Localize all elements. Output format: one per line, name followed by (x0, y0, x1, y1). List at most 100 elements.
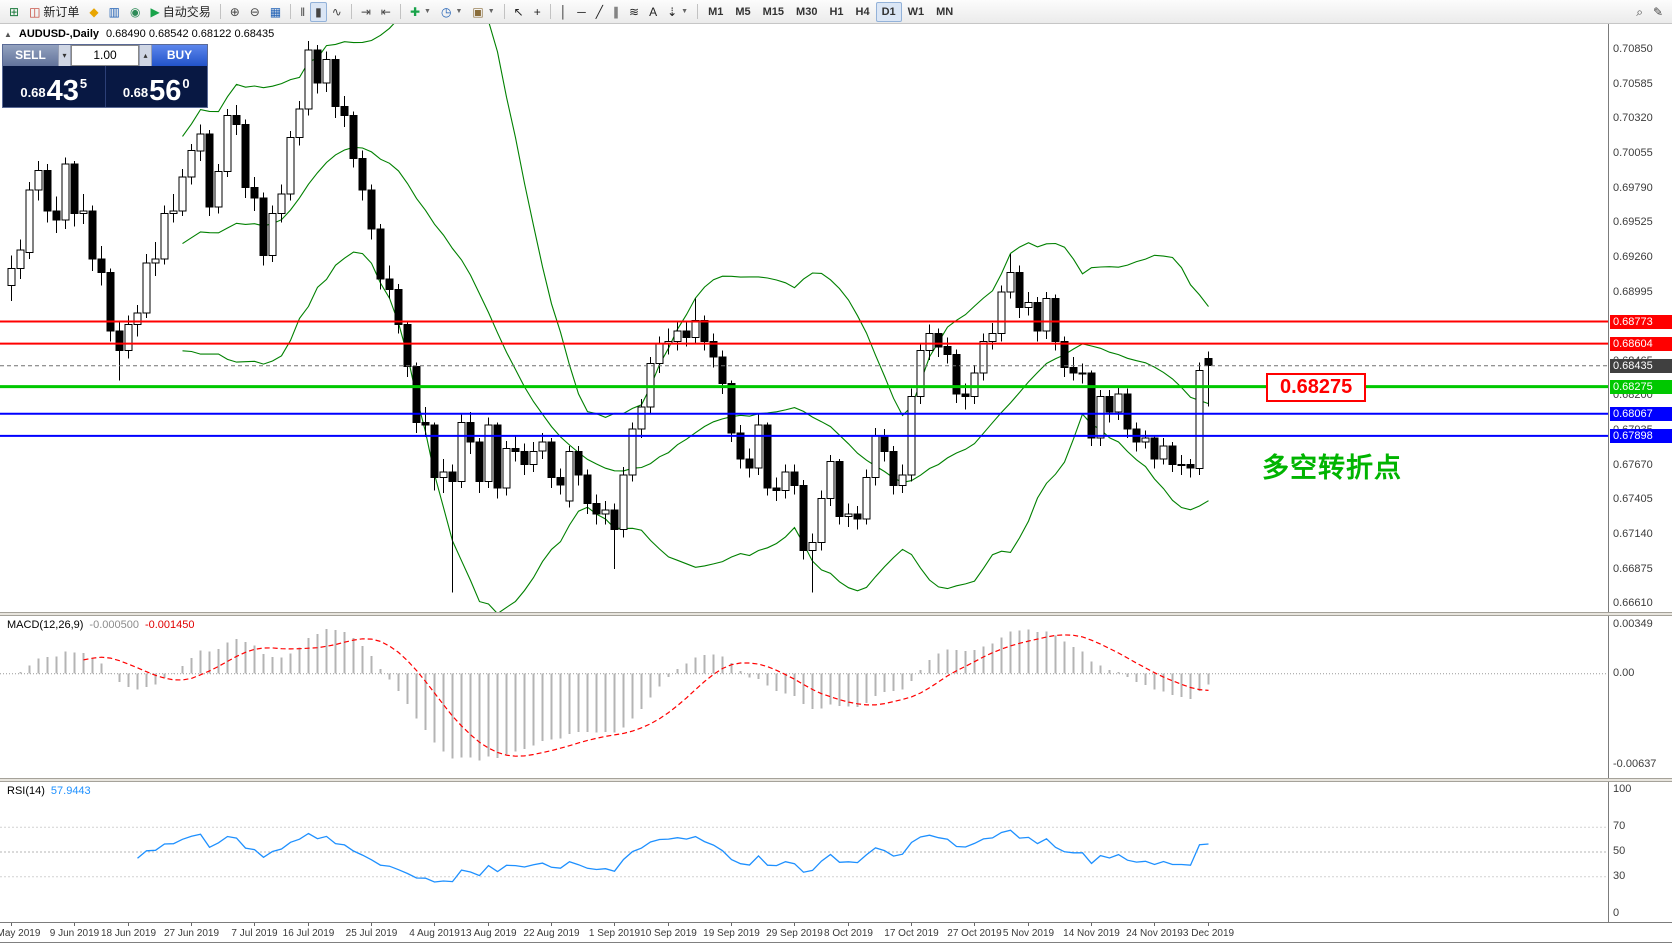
price-tick-label: 0.68995 (1613, 285, 1653, 298)
timeframe-m1-button[interactable]: M1 (708, 5, 724, 18)
price-badge-blue: 0.67898 (1610, 428, 1672, 443)
autotrading-button[interactable]: ▶ 自动交易 (145, 2, 215, 22)
macd-title: MACD(12,26,9) (7, 619, 84, 631)
quick-edit-button[interactable]: ✎ (1648, 2, 1668, 22)
periods-list-dropdown-arrow[interactable]: ▼ (455, 8, 463, 15)
buy-button[interactable]: BUY (152, 45, 207, 66)
chart-ohlc-values: 0.68490 0.68542 0.68122 0.68435 (106, 28, 275, 40)
fibonacci-button[interactable]: ≋ (624, 2, 644, 22)
timeframe-m5-button[interactable]: M5 (735, 5, 751, 18)
new-order-icon: ◫ (29, 4, 41, 19)
price-tick-label: 0.67670 (1613, 458, 1653, 471)
line-chart-button[interactable]: ∿ (327, 2, 347, 22)
date-tick (848, 923, 849, 926)
rsi-plot[interactable] (0, 782, 1608, 922)
date-tick (668, 923, 669, 926)
date-label: 30 May 2019 (0, 928, 41, 939)
cursor-button[interactable]: ↖ (509, 2, 529, 22)
sell-price-display[interactable]: 0.68 43 5 (3, 66, 105, 107)
arrow-tools-dropdown-arrow[interactable]: ▼ (681, 8, 689, 15)
sell-button[interactable]: SELL (3, 45, 58, 66)
timeframe-h1-button[interactable]: H1 (829, 5, 844, 18)
zoom-in-icon: ⊕ (229, 4, 240, 19)
oneclick-toggle-icon[interactable]: ▲ (4, 29, 12, 39)
timeframe-d1-button[interactable]: D1 (875, 1, 902, 22)
price-chart-plot[interactable] (0, 24, 1608, 612)
zoom-in-button[interactable]: ⊕ (225, 2, 245, 22)
price-badge-blue: 0.68067 (1610, 406, 1672, 421)
toolbar-right-group: ⌕ ✎ (1631, 2, 1668, 22)
timeframe-m30-button[interactable]: M30 (796, 5, 818, 18)
panel-splitter[interactable] (0, 778, 1672, 782)
indicators-list-button[interactable]: ✚ ▼ (405, 2, 436, 22)
crosshair-button[interactable]: + (529, 2, 546, 22)
date-tick (731, 923, 732, 926)
auto-scroll-button[interactable]: ⇥ (356, 2, 376, 22)
chart-shift-button[interactable]: ⇤ (376, 2, 396, 22)
new-chart-button[interactable]: ⊞ (4, 2, 24, 22)
timeframe-m15-button[interactable]: M15 (762, 5, 785, 18)
arrow-tools-button[interactable]: ⇣ ▼ (662, 2, 693, 22)
volume-input[interactable]: 1.00 (71, 45, 139, 66)
date-tick (191, 923, 192, 926)
text-button[interactable]: A (644, 2, 662, 22)
date-label: 13 Aug 2019 (460, 928, 517, 939)
volume-up-button[interactable]: ▴ (139, 45, 152, 66)
volume-down-button[interactable]: ▾ (58, 45, 71, 66)
new-order-button[interactable]: ◫ 新订单 (24, 2, 84, 22)
horizontal-line-button[interactable]: ─ (572, 2, 591, 22)
rsi-tick-label: 30 (1613, 869, 1626, 882)
timeframe-w1-button[interactable]: W1 (907, 5, 925, 18)
date-label: 16 Jul 2019 (282, 928, 335, 939)
price-annotation-box[interactable]: 0.68275 (1266, 372, 1367, 402)
toolbar-separator (290, 4, 292, 19)
templates-button[interactable]: ▣ ▼ (467, 2, 499, 22)
trendline-icon: ╱ (595, 4, 603, 19)
autotrading-icon: ▶ (150, 4, 160, 19)
equidistant-channel-button[interactable]: ∥ (608, 2, 624, 22)
toolbar: ⊞ ◫ 新订单 ◆ ▥ ◉ ▶ 自动交易 ⊕ ⊖ ▦ ‖ ▮ ∿ ⇥ ⇤ ✚ ▼ ◷ ▼ ▣ ▼ ↖ + │ ─ ╱ ∥ ≋ A ⇣ ▼ M1 M… (0, 0, 1672, 24)
rsi-axis[interactable]: 100 70 50 30 0 (1608, 782, 1672, 922)
macd-main-value: -0.000500 (89, 619, 139, 631)
buy-price-pips: 56 (149, 75, 182, 108)
autotrading-label: 自动交易 (162, 5, 211, 19)
price-badge-bid: 0.68435 (1610, 358, 1672, 373)
market-watch-icon: ▥ (108, 4, 120, 19)
templates-dropdown-arrow[interactable]: ▼ (487, 8, 495, 15)
search-button[interactable]: ⌕ (1631, 2, 1648, 22)
macd-histogram (19, 629, 1210, 761)
date-label: 25 Jul 2019 (345, 928, 398, 939)
trade-panel-divider (104, 66, 106, 107)
crosshair-icon: + (533, 4, 541, 19)
macd-axis[interactable]: 0.00349 0.00 -0.00637 (1608, 616, 1672, 778)
buy-price-display[interactable]: 0.68 56 0 (106, 66, 208, 107)
timeframe-h4-button[interactable]: H4 (855, 5, 870, 18)
price-axis[interactable]: 0.70850 0.70585 0.70320 0.70055 0.69790 0.695… (1608, 24, 1672, 612)
trendline-button[interactable]: ╱ (591, 2, 608, 22)
text-icon: A (649, 4, 658, 19)
rsi-tick-label: 100 (1613, 783, 1632, 795)
turning-point-annotation[interactable]: 多空转折点 (1262, 452, 1402, 483)
candlestick-chart-button[interactable]: ▮ (310, 1, 327, 22)
tile-windows-button[interactable]: ▦ (265, 2, 286, 22)
indicators-list-dropdown-arrow[interactable]: ▼ (424, 8, 431, 15)
panel-splitter[interactable] (0, 612, 1672, 616)
price-tick-label: 0.67140 (1613, 527, 1653, 540)
navigator-button[interactable]: ◉ (125, 2, 145, 22)
templates-icon: ▣ (472, 4, 484, 19)
one-click-trading-panel: SELL ▾ 1.00 ▴ BUY 0.68 43 5 0.68 56 0 (2, 44, 208, 108)
date-label: 3 Dec 2019 (1182, 928, 1235, 939)
bar-chart-button[interactable]: ‖ (295, 2, 310, 22)
vertical-line-button[interactable]: │ (555, 2, 573, 22)
macd-plot[interactable] (0, 616, 1608, 778)
profiles-button[interactable]: ◆ (84, 2, 103, 22)
date-tick (308, 923, 309, 926)
buy-price-prefix: 0.68 (122, 85, 149, 100)
date-tick (551, 923, 552, 926)
zoom-out-button[interactable]: ⊖ (245, 2, 265, 22)
timeframe-mn-button[interactable]: MN (936, 5, 954, 18)
market-watch-button[interactable]: ▥ (104, 2, 125, 22)
periods-list-button[interactable]: ◷ ▼ (436, 2, 467, 22)
sell-price-pips: 43 (46, 75, 79, 108)
